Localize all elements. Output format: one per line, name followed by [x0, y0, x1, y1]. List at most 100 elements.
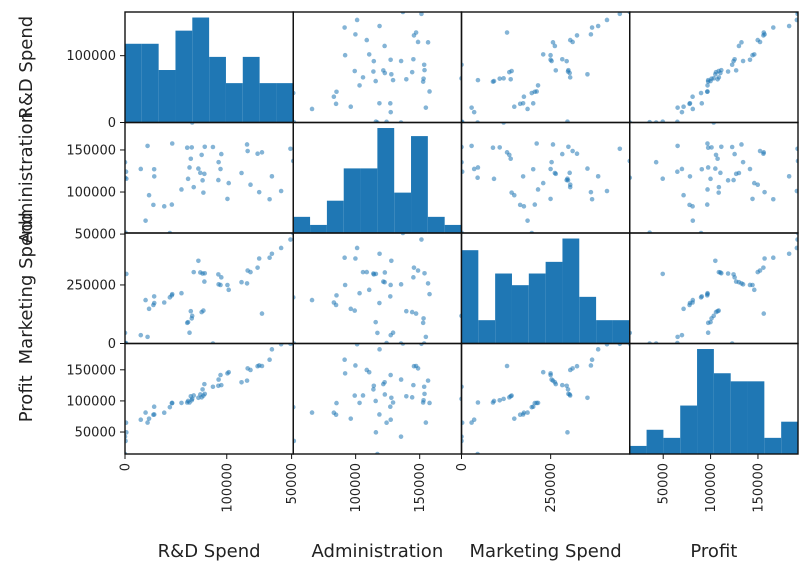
data-point	[420, 400, 426, 405]
data-point	[373, 319, 378, 325]
data-point	[491, 176, 497, 182]
histogram-bar	[293, 216, 311, 233]
data-point	[404, 394, 409, 399]
data-point	[288, 237, 293, 242]
data-point	[716, 269, 722, 275]
data-point	[354, 245, 360, 251]
data-point	[151, 404, 157, 409]
data-point	[196, 395, 201, 401]
data-point	[342, 25, 347, 30]
data-point	[549, 159, 554, 165]
data-point	[548, 166, 553, 172]
data-point	[373, 78, 378, 84]
data-point	[364, 269, 370, 275]
data-point	[589, 196, 595, 202]
data-point	[750, 196, 755, 202]
data-point	[761, 311, 767, 316]
panel-frame	[460, 11, 631, 124]
histogram-bar	[495, 273, 512, 344]
data-point	[293, 438, 297, 444]
data-point	[705, 77, 711, 83]
data-point	[690, 218, 696, 223]
data-point	[269, 174, 275, 179]
data-point	[218, 166, 223, 172]
data-point	[388, 294, 393, 299]
data-point	[188, 156, 194, 162]
data-point	[421, 384, 427, 390]
data-point	[705, 187, 710, 192]
data-point	[398, 58, 404, 64]
data-point	[143, 297, 148, 303]
panel-profit-vs-marketing-spend	[460, 342, 631, 455]
panel-rd-spend-vs-administration	[292, 11, 463, 124]
data-point	[419, 12, 424, 17]
data-point	[146, 306, 152, 312]
axis-labels: R&D Spend Administration Marketing Spend Pr…	[16, 16, 737, 562]
data-point	[357, 400, 362, 406]
data-point	[138, 417, 144, 423]
data-point	[713, 152, 719, 158]
panel-frame	[629, 342, 799, 455]
data-point	[585, 395, 590, 401]
data-point	[705, 145, 711, 150]
data-point	[521, 204, 527, 209]
data-point	[184, 320, 190, 326]
data-point	[508, 156, 514, 162]
data-point	[138, 166, 144, 172]
data-point	[375, 330, 380, 336]
data-point	[535, 83, 541, 88]
histogram-bar	[444, 224, 462, 233]
data-point	[360, 75, 366, 80]
data-point	[331, 94, 337, 100]
histogram-bar	[713, 373, 731, 454]
panel-rd-spend-vs-marketing-spend	[460, 11, 631, 124]
data-point	[167, 295, 173, 300]
data-point	[357, 83, 362, 88]
data-point	[353, 363, 358, 368]
data-point	[373, 271, 379, 277]
data-point	[540, 180, 546, 186]
data-point	[761, 151, 766, 157]
x-tick-label: 100000	[704, 463, 719, 513]
data-point	[216, 177, 221, 183]
data-point	[475, 175, 480, 181]
data-point	[660, 271, 666, 277]
data-point	[189, 316, 195, 321]
data-point	[427, 89, 432, 94]
x-tick-label: 150000	[751, 463, 766, 513]
data-point	[709, 145, 714, 150]
data-point	[427, 400, 432, 406]
data-point	[469, 105, 474, 110]
histogram-bar	[377, 128, 395, 233]
data-point	[679, 166, 685, 172]
y-tick-label: 150000	[66, 363, 116, 378]
data-point	[564, 58, 569, 64]
data-point	[762, 256, 767, 261]
histogram-bar	[192, 17, 210, 123]
data-point	[423, 420, 429, 425]
data-point	[389, 72, 394, 77]
data-point	[125, 169, 129, 175]
data-point	[256, 256, 262, 261]
data-point	[334, 400, 339, 406]
data-point	[705, 330, 711, 336]
data-point	[199, 309, 204, 315]
data-point	[187, 165, 192, 170]
panel-profit-vs-rd-spend	[124, 342, 294, 455]
data-point	[704, 202, 710, 207]
data-point	[469, 143, 474, 149]
data-point	[490, 145, 496, 150]
panel-frame	[629, 121, 799, 234]
data-point	[794, 188, 798, 194]
data-point	[755, 37, 761, 43]
data-point	[259, 363, 265, 369]
data-point	[595, 23, 601, 29]
data-point	[469, 420, 474, 425]
data-point	[145, 420, 150, 425]
data-point	[333, 412, 339, 418]
data-point	[559, 382, 565, 388]
data-point	[334, 293, 339, 298]
data-point	[604, 188, 610, 194]
data-point	[501, 76, 506, 81]
y-tick-label: 150000	[66, 143, 116, 158]
